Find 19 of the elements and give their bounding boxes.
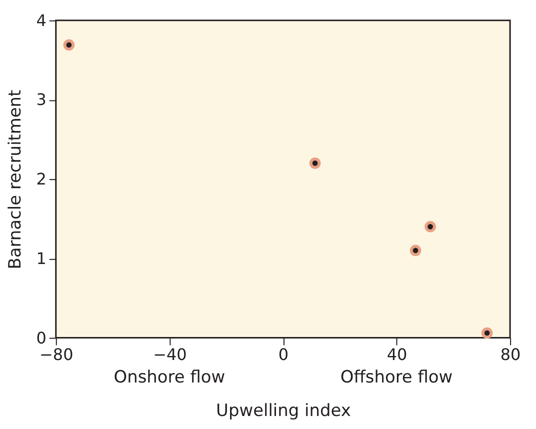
text: Offshore flow bbox=[340, 366, 453, 387]
x-tick-label: −40 bbox=[153, 345, 187, 364]
text: Onshore flow bbox=[114, 366, 226, 387]
x-axis-title: Upwelling index bbox=[216, 400, 351, 420]
point bbox=[481, 327, 493, 339]
y-tick-label: 2 bbox=[36, 170, 46, 189]
point bbox=[410, 244, 422, 256]
y-tick-label: 4 bbox=[36, 10, 46, 30]
y-tick-label: 1 bbox=[36, 248, 46, 268]
x-tick-label: 80 bbox=[500, 345, 521, 364]
point bbox=[63, 39, 75, 51]
y-tick-label: 0 bbox=[36, 328, 46, 348]
x-tick-label: 40 bbox=[386, 345, 408, 364]
y-axis-title: Barnacle recruitment bbox=[4, 89, 24, 270]
point bbox=[309, 158, 321, 169]
point bbox=[424, 221, 436, 232]
y-tick-label: 3 bbox=[36, 90, 46, 110]
x-tick-label: −80 bbox=[40, 345, 74, 364]
x-tick-label: 0 bbox=[278, 345, 289, 364]
